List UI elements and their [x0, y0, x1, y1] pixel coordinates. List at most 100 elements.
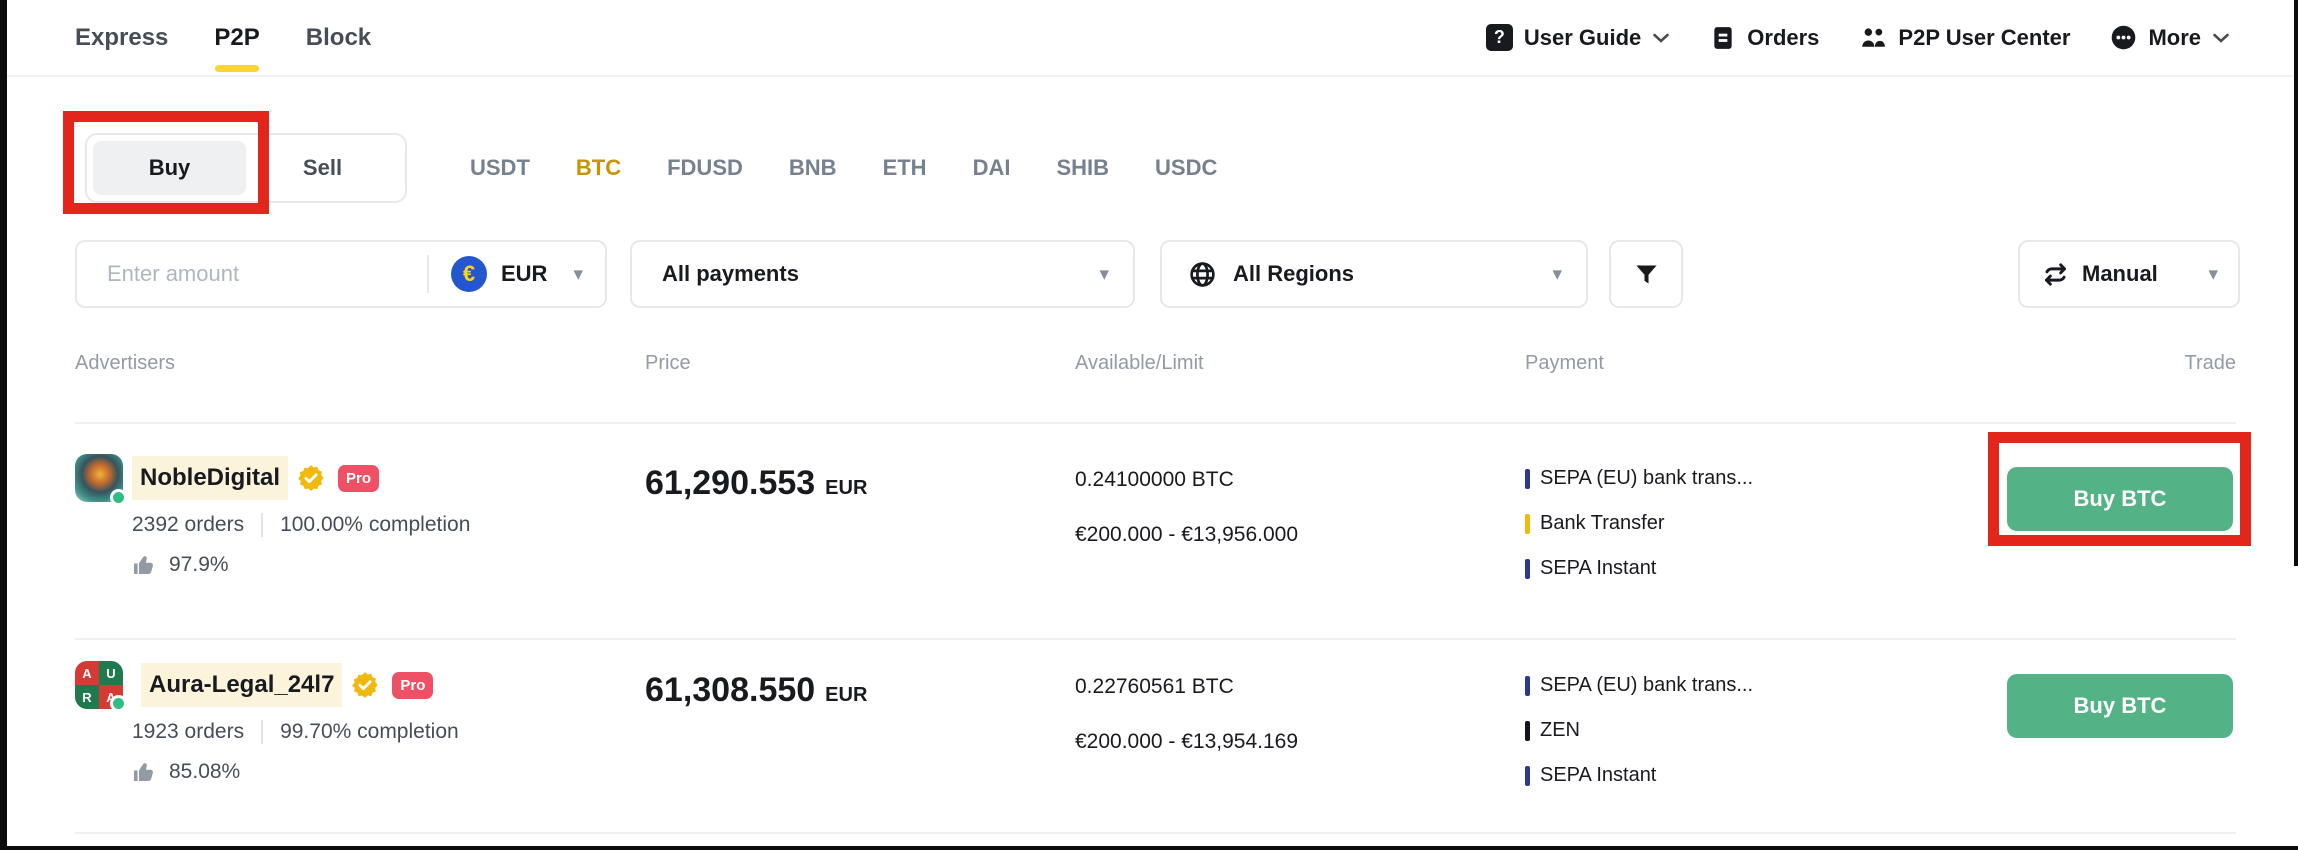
payment-label: ZEN [1540, 719, 1580, 741]
mode-dropdown[interactable]: Manual ▾ [2018, 240, 2240, 308]
available-amount: 0.22760561 BTC [1075, 675, 1234, 698]
header-trade: Trade [2184, 352, 2236, 374]
coin-tab-bnb[interactable]: BNB [788, 155, 837, 180]
payment-method: SEPA Instant [1525, 557, 2007, 580]
coin-tab-fdusd[interactable]: FDUSD [667, 155, 743, 180]
divider [75, 638, 2236, 640]
available-limit-cell: 0.22760561 BTC €200.000 - €13,954.169 [1075, 647, 1525, 832]
positive-rating: 85.08% [169, 760, 241, 783]
order-limit: €200.000 - €13,956.000 [1075, 523, 1299, 546]
thumbs-up-icon [134, 556, 153, 574]
coin-tab-usdt[interactable]: USDT [470, 155, 530, 180]
tab-p2p-label: P2P [214, 23, 260, 51]
trade-mode-tabs: Express P2P Block [75, 0, 371, 75]
header-price: Price [645, 352, 691, 374]
caret-down-icon: ▾ [1552, 263, 1562, 285]
payments-filter-label: All payments [662, 261, 799, 286]
p2p-user-center-link[interactable]: P2P User Center [1859, 24, 2070, 52]
advertiser-cell: NobleDigital Pro 2392 orders 100.00% com… [75, 440, 645, 638]
chevron-down-icon [1653, 33, 1670, 43]
regions-filter-dropdown[interactable]: All Regions ▾ [1160, 240, 1588, 308]
table-row: A U R A Aura-Legal_24l7 Pro 1923 orders … [75, 647, 2240, 832]
header-advertisers: Advertisers [75, 352, 176, 374]
advertiser-avatar[interactable] [75, 454, 127, 506]
thumbs-up-icon [134, 763, 153, 781]
p2p-user-center-icon [1862, 27, 1886, 47]
orders-link[interactable]: Orders [1710, 25, 1819, 51]
refresh-mode-icon [2045, 262, 2066, 286]
amount-input[interactable]: Enter amount [107, 261, 240, 286]
orders-count: 2392 orders [132, 513, 245, 536]
avatar-letter: U [99, 661, 123, 685]
pro-badge: Pro [392, 671, 434, 699]
p2p-user-center-label: P2P User Center [1898, 24, 2071, 50]
payment-color-bar [1525, 468, 1530, 489]
payment-methods-cell: SEPA (EU) bank trans... Bank Transfer SE… [1525, 467, 2007, 638]
chevron-down-icon [2213, 33, 2229, 43]
mode-label: Manual [2082, 261, 2158, 286]
top-navigation: Express P2P Block User Guide [7, 0, 2294, 77]
divider [261, 513, 264, 537]
user-guide-icon [1485, 24, 1513, 51]
payment-methods-cell: SEPA (EU) bank trans... ZEN SEPA Instant [1525, 674, 2007, 832]
verified-badge-icon [352, 672, 379, 698]
advertiser-avatar[interactable]: A U R A [75, 661, 123, 709]
more-label: More [2148, 24, 2201, 50]
tab-express[interactable]: Express [75, 23, 169, 51]
screenshot-left-edge [0, 0, 7, 850]
coin-tab-usdc[interactable]: USDC [1155, 155, 1218, 180]
avatar-letter: A [75, 661, 99, 685]
completion-rate: 100.00% completion [280, 513, 471, 536]
fiat-currency-label: EUR [501, 261, 548, 286]
payment-method: SEPA (EU) bank trans... [1525, 467, 2007, 490]
coin-tab-eth[interactable]: ETH [882, 155, 927, 180]
buy-tab[interactable]: Buy [93, 141, 246, 195]
payment-color-bar [1525, 765, 1530, 786]
header-available-limit: Available/Limit [1075, 352, 1204, 374]
euro-coin-icon: € [451, 256, 487, 292]
payment-method: ZEN [1525, 719, 2007, 742]
online-status-dot [110, 694, 127, 712]
buy-btc-button[interactable]: Buy BTC [2007, 467, 2233, 531]
payment-method: SEPA (EU) bank trans... [1525, 674, 2007, 697]
globe-icon [1190, 261, 1215, 287]
trade-cell: Buy BTC [2007, 647, 2240, 832]
payments-filter-dropdown[interactable]: All payments ▾ [630, 240, 1135, 308]
payment-label: Bank Transfer [1540, 512, 1665, 534]
payment-color-bar [1525, 558, 1530, 579]
orders-icon [1714, 26, 1732, 49]
caret-down-icon[interactable]: ▾ [573, 263, 583, 285]
coin-tab-shib[interactable]: SHIB [1056, 155, 1110, 180]
tab-block[interactable]: Block [305, 23, 372, 51]
caret-down-icon: ▾ [2208, 263, 2218, 285]
price-value: 61,308.550 [645, 671, 816, 709]
more-link[interactable]: More [2110, 24, 2230, 51]
buy-btc-button[interactable]: Buy BTC [2007, 674, 2233, 738]
positive-rating: 97.9% [169, 553, 229, 576]
coin-tab-btc[interactable]: BTC [575, 155, 622, 180]
sell-tab[interactable]: Sell [302, 155, 343, 180]
user-guide-link[interactable]: User Guide [1485, 24, 1670, 51]
payment-label: SEPA (EU) bank trans... [1540, 674, 1754, 696]
coin-tabs: USDT BTC FDUSD BNB ETH DAI SHIB USDC [470, 133, 1217, 203]
orders-label: Orders [1747, 24, 1820, 50]
payment-color-bar [1525, 720, 1530, 741]
coin-tab-dai[interactable]: DAI [972, 155, 1011, 180]
advanced-filter-button[interactable] [1609, 240, 1683, 308]
advertiser-name[interactable]: Aura-Legal_24l7 [141, 663, 343, 707]
active-tab-underline [215, 65, 260, 72]
advertiser-name[interactable]: NobleDigital [132, 456, 289, 500]
avatar-letter: R [75, 685, 99, 709]
payment-label: SEPA (EU) bank trans... [1540, 467, 1754, 489]
verified-badge-icon [298, 465, 324, 491]
funnel-filter-icon [1635, 265, 1657, 283]
header-payment: Payment [1525, 352, 1604, 374]
pro-badge: Pro [338, 464, 380, 492]
order-limit: €200.000 - €13,954.169 [1075, 730, 1299, 753]
tab-p2p[interactable]: P2P [214, 0, 260, 75]
online-status-dot [110, 489, 127, 506]
amount-filter[interactable]: Enter amount € EUR ▾ [75, 240, 607, 308]
trade-cell: Buy BTC [2007, 440, 2240, 638]
payment-color-bar [1525, 513, 1530, 534]
more-icon [2112, 25, 2136, 50]
